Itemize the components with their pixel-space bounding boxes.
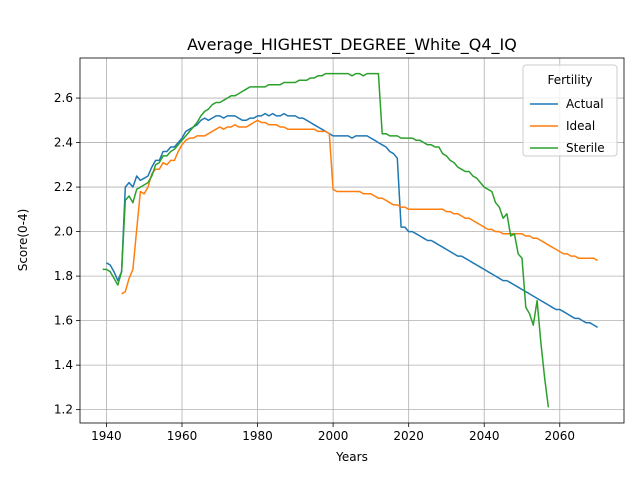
x-tick-label: 2020 (393, 429, 424, 443)
series-lines (102, 72, 598, 408)
y-tick-label: 2.4 (54, 136, 73, 150)
legend-box (522, 64, 618, 157)
x-tick-label: 2040 (469, 429, 500, 443)
series-line-actual (106, 112, 598, 328)
legend-label-ideal: Ideal (566, 119, 595, 133)
y-tick-label: 2.0 (54, 225, 73, 239)
y-axis-label: Score(0-4) (16, 209, 30, 272)
legend-title: Fertility (547, 73, 592, 87)
y-tick-label: 2.6 (54, 91, 73, 105)
legend-label-sterile: Sterile (566, 141, 605, 155)
axis-ticks: 1940 1960 1980 2000 2020 2040 2060 1.2 1.4 1.6 1.8… (54, 91, 575, 443)
series-line-ideal (121, 119, 598, 295)
x-tick-label: 1940 (91, 429, 122, 443)
y-tick-label: 1.2 (54, 403, 73, 417)
x-tick-label: 1980 (242, 429, 273, 443)
y-tick-label: 1.4 (54, 358, 73, 372)
x-axis-label: Years (335, 450, 368, 464)
chart-title: Average_HIGHEST_DEGREE_White_Q4_IQ (187, 35, 517, 55)
x-tick-label: 2060 (545, 429, 576, 443)
series-line-sterile (102, 72, 550, 408)
y-tick-label: 1.6 (54, 314, 73, 328)
y-tick-label: 1.8 (54, 269, 73, 283)
x-tick-label: 2000 (318, 429, 349, 443)
y-tick-label: 2.2 (54, 180, 73, 194)
plot-area-frame (79, 57, 625, 424)
legend: Fertility Actual Ideal Sterile (522, 64, 618, 157)
legend-label-actual: Actual (566, 97, 604, 111)
legend-items: Actual Ideal Sterile (530, 97, 605, 155)
x-tick-label: 1960 (167, 429, 198, 443)
